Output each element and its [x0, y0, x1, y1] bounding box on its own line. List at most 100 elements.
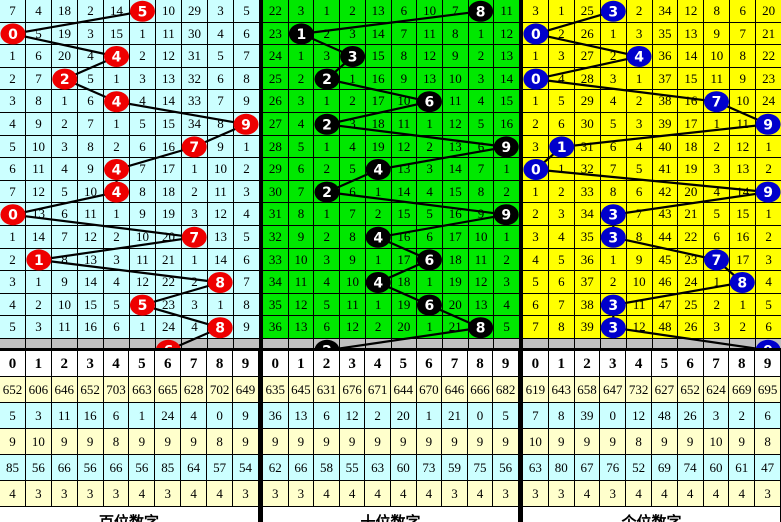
grid-cell[interactable]: 11 — [704, 67, 731, 91]
grid-cell[interactable]: 18 — [391, 271, 418, 294]
grid-cell[interactable]: 5 — [104, 293, 130, 317]
grid-cell[interactable]: 3 — [0, 90, 26, 113]
grid-cell[interactable]: 11 — [417, 22, 443, 46]
grid-cell[interactable]: 3 — [523, 0, 549, 23]
grid-cell[interactable]: 45 — [652, 248, 679, 272]
grid-cell[interactable]: 9 — [52, 271, 78, 294]
grid-cell[interactable]: 4 — [104, 45, 130, 68]
grid-cell[interactable]: 16 — [78, 316, 104, 339]
grid-cell[interactable]: 10 — [52, 293, 78, 317]
grid-cell[interactable]: 14 — [365, 22, 392, 46]
grid-cell[interactable]: 10 — [130, 225, 156, 249]
grid-cell[interactable]: 12 — [442, 112, 469, 136]
grid-cell[interactable]: 2 — [340, 90, 366, 113]
grid-cell[interactable]: 5 — [626, 158, 653, 181]
grid-cell[interactable]: 33 — [263, 248, 289, 272]
grid-cell[interactable]: 1 — [756, 203, 781, 226]
grid-cell[interactable]: 19 — [678, 158, 705, 181]
panel-tens[interactable]: 22 3 1 2 13 6 10 7 8 11 23 1 2 3 14 7 11 8 1 12 24 1 3 3 15 8 12 9 2… — [263, 0, 520, 362]
grid-cell[interactable]: 4 — [182, 316, 208, 339]
grid-cell[interactable]: 2 — [417, 135, 443, 159]
grid-cell[interactable]: 22 — [756, 45, 781, 68]
grid-cell[interactable]: 9 — [756, 112, 781, 136]
grid-cell[interactable]: 4 — [52, 158, 78, 181]
grid-cell[interactable]: 31 — [182, 45, 208, 68]
grid-cell[interactable]: 3 — [417, 158, 443, 181]
grid-cell[interactable]: 10 — [626, 271, 653, 294]
grid-cell[interactable]: 4 — [704, 180, 731, 204]
grid-cell[interactable]: 6 — [730, 0, 757, 23]
grid-cell[interactable]: 7 — [182, 135, 208, 159]
grid-cell[interactable]: 4 — [78, 45, 104, 68]
grid-cell[interactable]: 15 — [156, 112, 182, 136]
grid-cell[interactable]: 14 — [26, 225, 52, 249]
grid-cell[interactable]: 3 — [704, 158, 731, 181]
grid-cell[interactable]: 3 — [234, 180, 259, 204]
grid-cell[interactable]: 5 — [208, 45, 234, 68]
grid-cell[interactable]: 38 — [652, 90, 679, 113]
grid-cell[interactable]: 11 — [494, 0, 520, 23]
grid-cell[interactable]: 13 — [288, 316, 315, 339]
grid-cell[interactable]: 19 — [442, 271, 469, 294]
grid-cell[interactable]: 11 — [391, 112, 418, 136]
grid-cell[interactable]: 5 — [0, 316, 26, 339]
grid-cell[interactable]: 1 — [548, 158, 575, 181]
grid-cell[interactable]: 24 — [263, 45, 289, 68]
grid-cell[interactable]: 28 — [574, 67, 601, 91]
grid-cell[interactable]: 22 — [156, 271, 182, 294]
grid-cell[interactable]: 36 — [263, 316, 289, 339]
grid-cell[interactable]: 2 — [314, 180, 341, 204]
grid-cell[interactable]: 18 — [365, 112, 392, 136]
grid-cell[interactable]: 4 — [365, 225, 392, 249]
grid-cell[interactable]: 29 — [574, 90, 601, 113]
grid-cell[interactable]: 2 — [548, 22, 575, 46]
grid-cell[interactable]: 13 — [156, 67, 182, 91]
grid-cell[interactable]: 7 — [442, 0, 469, 23]
grid-cell[interactable]: 7 — [288, 180, 315, 204]
grid-cell[interactable]: 1 — [365, 248, 392, 272]
grid-cell[interactable]: 8 — [468, 0, 495, 23]
grid-cell[interactable]: 2 — [548, 180, 575, 204]
grid-cell[interactable]: 10 — [730, 90, 757, 113]
grid-cell[interactable]: 9 — [704, 22, 731, 46]
grid-cell[interactable]: 42 — [652, 180, 679, 204]
grid-cell[interactable]: 14 — [156, 90, 182, 113]
grid-cell[interactable]: 1 — [548, 0, 575, 23]
grid-cell[interactable]: 2 — [52, 67, 78, 91]
grid-cell[interactable]: 8 — [730, 271, 757, 294]
grid-cell[interactable]: 2 — [340, 0, 366, 23]
grid-cell[interactable]: 3 — [288, 0, 315, 23]
grid-cell[interactable]: 34 — [263, 271, 289, 294]
grid-cell[interactable]: 22 — [678, 225, 705, 249]
grid-cell[interactable]: 2 — [288, 67, 315, 91]
grid-cell[interactable]: 1 — [730, 293, 757, 317]
grid-cell[interactable]: 1 — [523, 90, 549, 113]
grid-cell[interactable]: 16 — [442, 203, 469, 226]
grid-cell[interactable]: 6 — [288, 158, 315, 181]
grid-cell[interactable]: 18 — [678, 135, 705, 159]
grid-cell[interactable]: 4 — [0, 293, 26, 317]
grid-cell[interactable]: 20 — [678, 180, 705, 204]
grid-cell[interactable]: 4 — [548, 67, 575, 91]
grid-cell[interactable]: 13 — [442, 135, 469, 159]
grid-cell[interactable]: 4 — [626, 135, 653, 159]
grid-cell[interactable]: 4 — [468, 90, 495, 113]
grid-cell[interactable]: 1 — [104, 112, 130, 136]
grid-cell[interactable]: 15 — [78, 293, 104, 317]
grid-cell[interactable]: 41 — [652, 158, 679, 181]
grid-cell[interactable]: 14 — [208, 248, 234, 272]
grid-cell[interactable]: 11 — [626, 293, 653, 317]
grid-cell[interactable]: 1 — [314, 135, 341, 159]
grid-cell[interactable]: 8 — [208, 316, 234, 339]
grid-cell[interactable]: 1 — [314, 90, 341, 113]
grid-cell[interactable]: 4 — [548, 225, 575, 249]
grid-cell[interactable]: 33 — [182, 90, 208, 113]
grid-cell[interactable]: 6 — [208, 67, 234, 91]
grid-cell[interactable]: 1 — [548, 135, 575, 159]
grid-cell[interactable]: 16 — [391, 225, 418, 249]
grid-cell[interactable]: 12 — [156, 45, 182, 68]
grid-cell[interactable]: 4 — [130, 90, 156, 113]
grid-cell[interactable]: 1 — [600, 248, 627, 272]
grid-cell[interactable]: 12 — [340, 316, 366, 339]
grid-cell[interactable]: 1 — [417, 316, 443, 339]
